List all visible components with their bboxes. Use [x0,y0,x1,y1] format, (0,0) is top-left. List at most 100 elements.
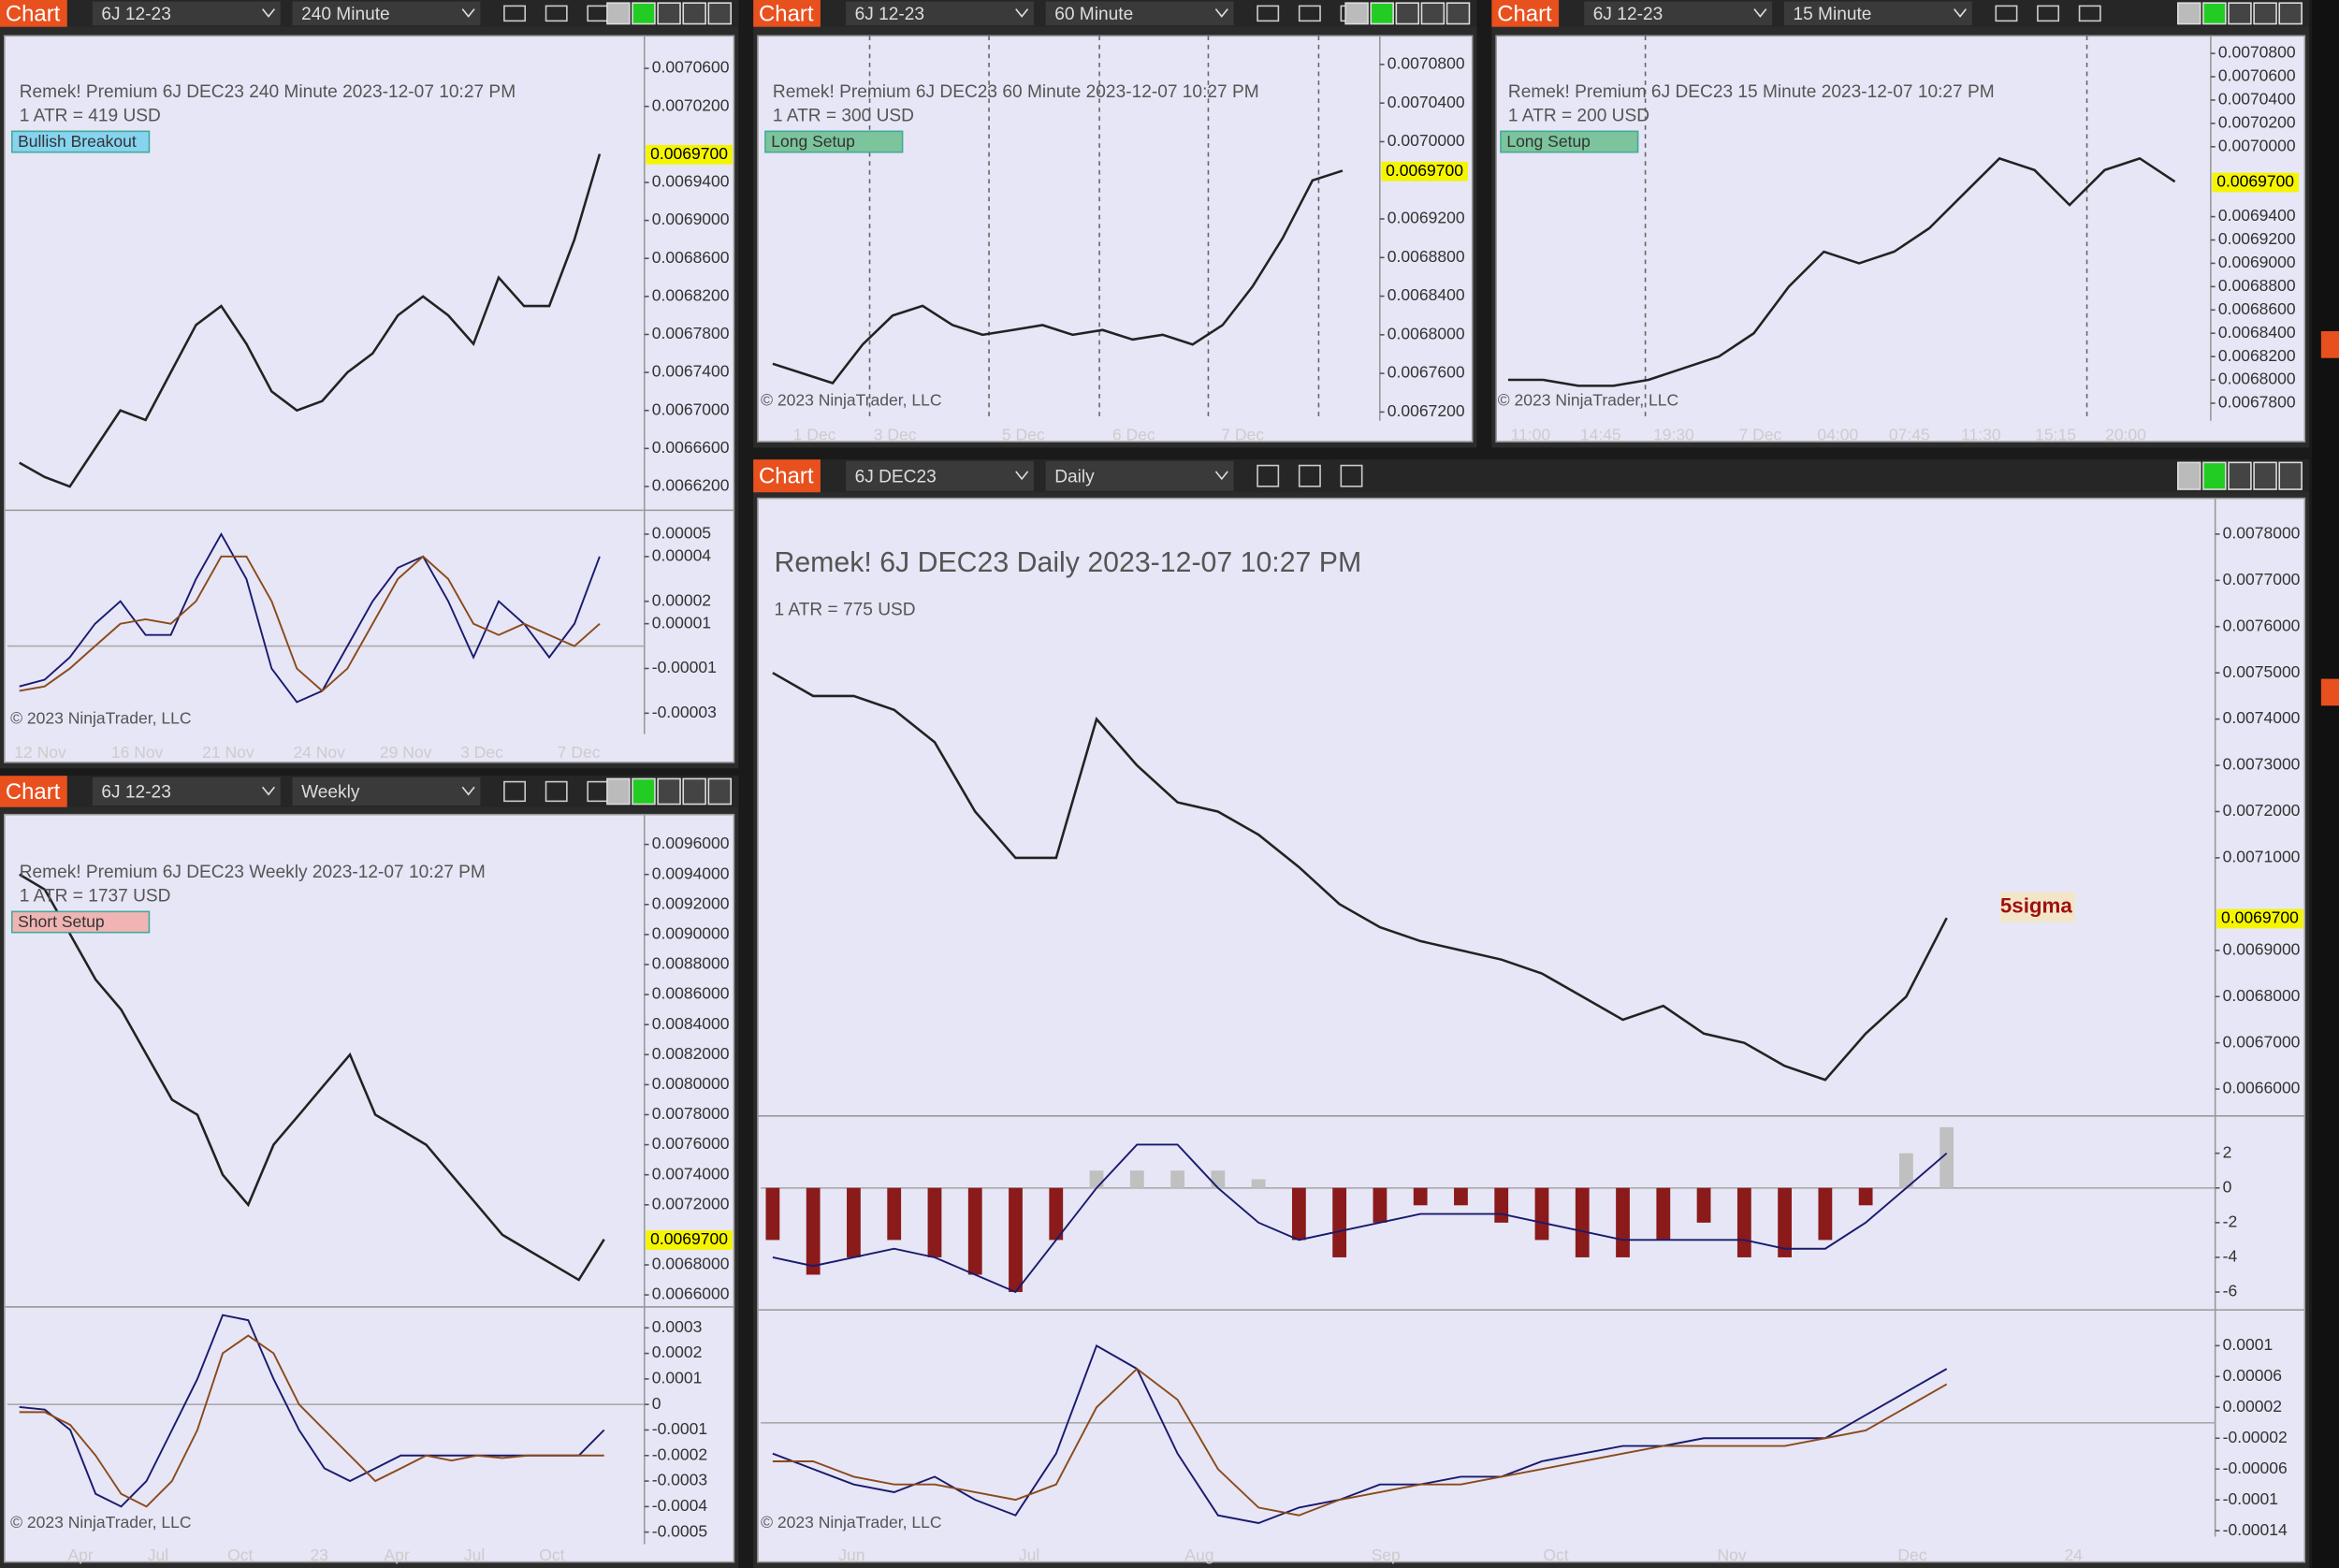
oscillator-line [772,1143,1948,1294]
window-button[interactable] [606,777,631,806]
timeframe-dropdown[interactable] [1045,460,1234,491]
x-tick-label: 16 Nov [111,743,164,762]
price-label-box [646,1230,733,1250]
histogram-bar [1009,1187,1023,1293]
toolbar-icon[interactable] [1298,5,1321,22]
window-button[interactable] [657,2,681,25]
dropdown-arrow [461,786,475,796]
instrument-dropdown[interactable] [1584,1,1773,26]
window-button[interactable] [1446,2,1471,25]
dropdown-arrow [1954,8,1968,18]
toolbar-icon[interactable] [1340,464,1363,487]
x-tick-label: Jul [464,1546,485,1564]
window-button[interactable] [2253,461,2277,490]
x-tick-label: Apr [384,1546,409,1564]
price-line [19,873,605,1282]
window-button[interactable] [632,2,656,25]
dropdown-arrow [1214,8,1228,18]
chart-tab[interactable] [753,459,821,493]
window-button[interactable] [2278,461,2303,490]
copyright: © 2023 NinjaTrader, LLC [761,391,941,410]
window-button[interactable] [1344,2,1369,25]
window-button[interactable] [2202,461,2227,490]
window-button[interactable] [1395,2,1420,25]
histogram-bar [1332,1187,1347,1257]
window-button[interactable] [707,2,733,25]
chart-tab-label[interactable]: Chart [6,779,61,805]
instrument-dropdown[interactable] [92,777,281,806]
dropdown-arrow [1214,471,1228,481]
window-button[interactable] [2177,2,2201,25]
timeframe-dropdown[interactable] [292,1,481,26]
window-button[interactable] [2253,2,2277,25]
y-tick-label: -2 [2223,1212,2238,1230]
window-button[interactable] [632,777,656,806]
instrument-dropdown[interactable] [846,460,1034,491]
y-tick-label: -0.0003 [652,1471,707,1489]
chart-tab[interactable] [0,776,67,807]
instrument-dropdown[interactable] [92,1,281,26]
y-tick-label: 0.0001 [652,1369,703,1387]
y-tick-label: 0.0068000 [2218,370,2296,388]
side-tab[interactable] [2320,678,2339,706]
window-button[interactable] [2228,2,2252,25]
y-tick-label: 0.0069200 [2218,229,2296,248]
y-tick-label: 0.0088000 [652,954,730,973]
toolbar-icon[interactable] [545,780,568,803]
window-button[interactable] [682,2,706,25]
toolbar-icon[interactable] [2078,5,2101,22]
chart-tab[interactable] [0,0,67,27]
window-button[interactable] [2202,2,2227,25]
toolbar-icon[interactable] [1995,5,2018,22]
toolbar-icon[interactable] [1257,464,1280,487]
toolbar-icon[interactable] [503,780,527,803]
dropdown-arrow [1015,8,1029,18]
chart-tab-label[interactable]: Chart [6,1,61,26]
toolbar-icon[interactable] [503,5,527,22]
y-tick-label: 0.0070400 [1387,93,1465,111]
chart-tab[interactable] [753,0,821,27]
histogram-bar [1858,1187,1873,1206]
x-tick-label: 24 [2064,1546,2083,1564]
toolbar-icon[interactable] [545,5,568,22]
timeframe: 15 Minute [1793,5,1871,24]
chart-tab-label[interactable]: Chart [1497,1,1552,26]
window-button[interactable] [657,777,681,806]
window-button[interactable] [682,777,706,806]
y-tick-label: 0.0068600 [652,248,730,267]
toolbar-icon[interactable] [1257,5,1280,22]
window-button[interactable] [2278,2,2303,25]
price-line [1507,156,2176,387]
timeframe-dropdown[interactable] [1783,1,1972,26]
window-button[interactable] [1420,2,1446,25]
window-button[interactable] [2177,461,2201,490]
window-button[interactable] [707,777,733,806]
histogram-bar [887,1187,902,1241]
annotation-box [2000,892,2075,922]
price-line [772,672,1948,1082]
setup-badge [1500,130,1639,153]
x-tick-label: Jul [1019,1546,1039,1564]
chart-tab-label[interactable]: Chart [759,1,814,26]
chart-tab-label[interactable]: Chart [759,464,814,489]
y-tick-label: -0.0005 [652,1521,707,1540]
toolbar-icon[interactable] [1298,464,1321,487]
toolbar-icon[interactable] [2037,5,2060,22]
window-button[interactable] [606,2,631,25]
y-tick-label: 0.0080000 [652,1074,730,1093]
y-tick-label: 0.0072000 [2223,801,2301,820]
window-button[interactable] [2228,461,2252,490]
y-tick-label: 0.0084000 [652,1014,730,1033]
side-tab[interactable] [2320,331,2339,358]
y-tick-label: 0.0070600 [2218,66,2296,85]
window-button[interactable] [1370,2,1394,25]
y-tick-label: 0.0067800 [2218,393,2296,412]
timeframe-dropdown[interactable] [292,777,481,806]
y-tick-label: 0.0090000 [652,924,730,943]
chart-tab[interactable] [1491,0,1560,27]
timeframe: Daily [1054,467,1095,486]
timeframe-dropdown[interactable] [1045,1,1234,26]
atr-label: 1 ATR = 200 USD [1508,106,1649,125]
instrument-dropdown[interactable] [846,1,1034,26]
